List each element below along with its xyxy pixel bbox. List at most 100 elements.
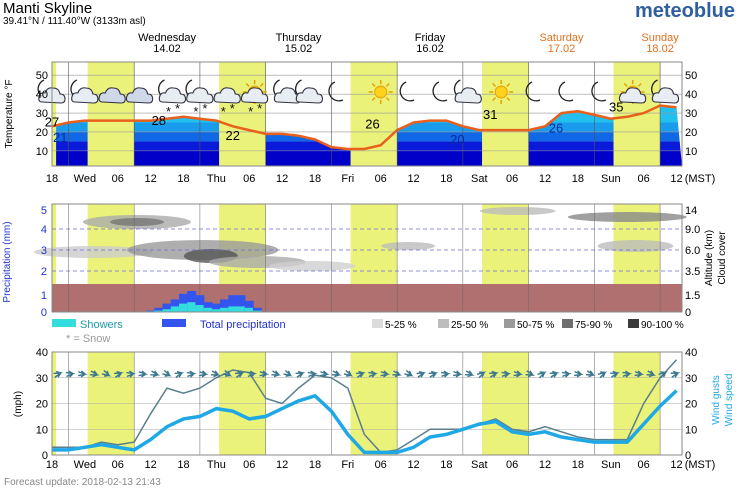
wind-xtick-11: 12 xyxy=(407,459,419,471)
wind-ytick-left-0: 0 xyxy=(42,450,48,462)
wind-direction-arrow-51 xyxy=(670,370,681,378)
temp-xtick-17: Sun xyxy=(601,173,621,185)
wind-direction-arrow-25 xyxy=(356,370,366,378)
snow-star: * xyxy=(193,104,198,119)
day-name-2: Friday xyxy=(415,32,446,44)
wind-direction-arrow-42 xyxy=(561,370,572,378)
precip-daylight-4 xyxy=(482,204,529,284)
shower-bar-7 xyxy=(203,307,213,312)
shower-bar-6 xyxy=(195,305,205,312)
wind-speed-line xyxy=(52,389,678,455)
legend-cloud-label-3: 75-90 % xyxy=(575,320,612,331)
wind-direction-arrow-34 xyxy=(464,370,475,378)
wind-direction-arrow-38 xyxy=(513,370,524,378)
wind-direction-arrow-3 xyxy=(89,370,100,378)
wind-xtick-0: 18 xyxy=(46,459,58,471)
wind-direction-arrow-4 xyxy=(101,369,112,377)
precip-bar-13 xyxy=(252,307,262,312)
day-name-1: Thursday xyxy=(276,32,322,44)
moon-shape xyxy=(432,81,448,102)
day-name-0: Wednesday xyxy=(138,32,196,44)
wind-frame xyxy=(51,351,683,456)
legend-cloud-swatch-3 xyxy=(562,319,573,328)
precipitation-ylabel: Precipitation (mm) xyxy=(2,221,13,302)
sun-ray xyxy=(637,82,642,87)
sun-disc xyxy=(494,85,508,99)
day-date-2: 16.02 xyxy=(416,43,444,55)
wind-direction-arrow-28 xyxy=(392,370,403,378)
temp-ytick-left-10: 10 xyxy=(36,146,48,158)
wind-xtick-16: 18 xyxy=(572,459,584,471)
cloud-cover-1 xyxy=(109,218,164,226)
temp-timezone: (MST) xyxy=(685,173,716,185)
cloud-shape xyxy=(240,87,269,104)
precip-bar-11 xyxy=(236,295,246,312)
night-cloud-icon xyxy=(70,79,99,104)
precip-ytick-1: 1 xyxy=(41,290,47,302)
cloud-shape xyxy=(125,87,154,104)
temp-annotation-6: 31 xyxy=(483,107,497,122)
day-date-0: 14.02 xyxy=(153,43,181,55)
precip-bar-5 xyxy=(187,291,197,312)
night-cloud-icon xyxy=(453,79,482,104)
shower-bar-8 xyxy=(211,309,221,312)
wind-direction-arrow-7 xyxy=(138,370,149,378)
wind-xtick-10: 06 xyxy=(375,459,387,471)
temp-xtick-10: 06 xyxy=(375,173,387,185)
shower-bar-3 xyxy=(170,306,180,312)
cloud-shape xyxy=(158,87,187,104)
wind-direction-arrow-39 xyxy=(525,370,536,378)
sun-ray xyxy=(492,82,497,87)
legend-showers-swatch xyxy=(52,319,76,327)
temp-xtick-5: Thu xyxy=(207,173,226,185)
cloud-shape xyxy=(186,87,214,104)
wind-direction-arrow-29 xyxy=(404,369,414,377)
legend-cloud-label-4: 90-100 % xyxy=(641,320,684,331)
cloud-icon xyxy=(98,87,126,104)
temp-xtick-11: 12 xyxy=(407,173,419,185)
temp-ytick-left-30: 30 xyxy=(36,108,48,120)
moon-shape xyxy=(558,81,574,102)
cloud-cover-7 xyxy=(381,242,436,250)
precip-ytick-2: 2 xyxy=(41,266,47,278)
temp-xtick-6: 06 xyxy=(243,173,255,185)
precip-bar-2 xyxy=(162,303,172,312)
snow-star: * xyxy=(230,101,235,116)
sun-ray xyxy=(371,82,376,87)
shower-bar-1 xyxy=(154,310,164,312)
cloud-cover-2 xyxy=(33,246,153,258)
temp-xtick-16: 18 xyxy=(572,173,584,185)
wind-ytick-left-40: 40 xyxy=(36,347,48,359)
shower-bar-9 xyxy=(220,307,230,312)
cloud-snow-icon: * * xyxy=(213,87,241,119)
temp-annotation-5: 20 xyxy=(450,132,464,147)
temp-ytick-right-20: 20 xyxy=(685,127,697,139)
wind-direction-arrow-14 xyxy=(222,369,233,377)
snow-star: * xyxy=(248,104,253,119)
cloud-cover-9 xyxy=(567,212,687,222)
shower-bar-2 xyxy=(162,309,172,312)
precip-bar-8 xyxy=(211,303,221,312)
wind-ytick-right-30: 30 xyxy=(685,373,697,385)
precip-bar-12 xyxy=(244,300,254,312)
wind-xtick-6: 06 xyxy=(243,459,255,471)
moon-shape xyxy=(399,81,415,102)
temp-daylight-0 xyxy=(52,62,57,166)
temperature-line xyxy=(51,104,677,151)
wind-direction-arrow-36 xyxy=(489,370,499,378)
temp-daylight-1 xyxy=(87,62,135,166)
temp-xtick-8: 18 xyxy=(309,173,321,185)
day-name-4: Sunday xyxy=(641,32,679,44)
wind-ylabel: (mph) xyxy=(13,391,24,417)
alt-tick-0: 0 xyxy=(685,307,691,319)
precip-bar-3 xyxy=(170,299,180,312)
sun-ray xyxy=(506,97,511,102)
temp-xtick-7: 12 xyxy=(276,173,288,185)
wind-ytick-left-20: 20 xyxy=(36,399,48,411)
wind-direction-arrow-6 xyxy=(126,370,137,378)
wind-xtick-4: 18 xyxy=(177,459,189,471)
wind-timezone: (MST) xyxy=(685,459,716,471)
wind-direction-arrow-43 xyxy=(573,370,584,378)
moon-icon xyxy=(328,81,344,102)
